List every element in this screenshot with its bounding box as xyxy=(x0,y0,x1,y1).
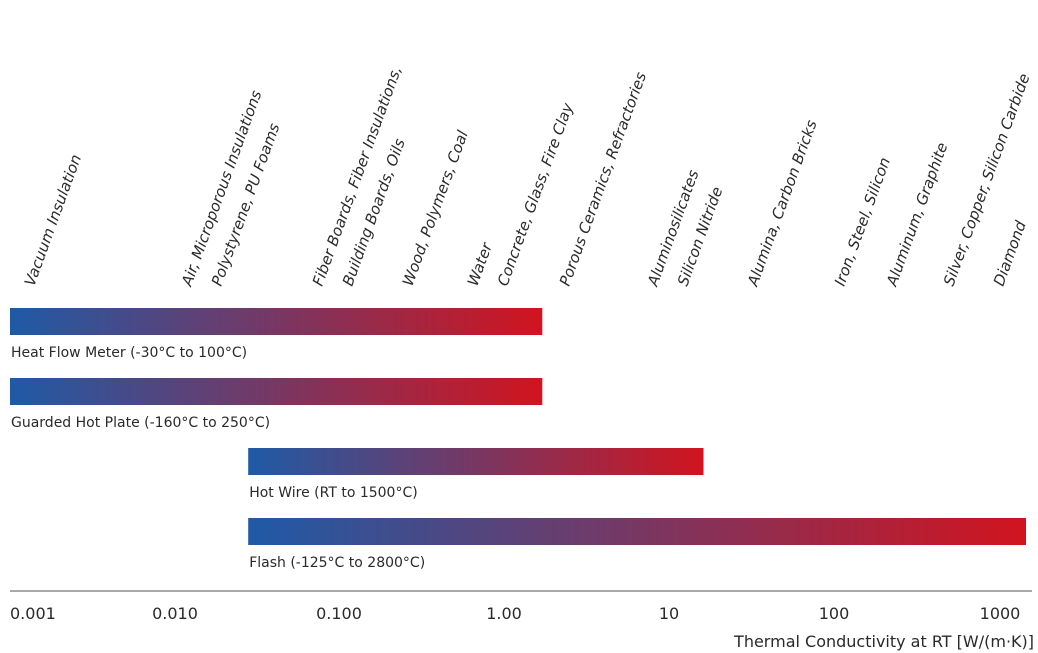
tick-label: 0.100 xyxy=(316,604,362,623)
material-label: Diamond xyxy=(990,218,1030,288)
range-bar xyxy=(10,308,543,335)
x-axis: 0.001 0.010 0.100 1.00 10 100 1000 xyxy=(10,590,1032,623)
x-axis-title: Thermal Conductivity at RT [W/(m·K)] xyxy=(733,632,1034,651)
material-label: Porous Ceramics, Refractories xyxy=(556,70,650,289)
tick-label: 100 xyxy=(819,604,850,623)
material-label: Alumina, Carbon Bricks xyxy=(744,117,821,289)
tick-label: 1000 xyxy=(980,604,1021,623)
tick-label: 0.010 xyxy=(152,604,198,623)
tick-label: 1.00 xyxy=(486,604,522,623)
material-label: Vacuum Insulation xyxy=(21,152,85,288)
range-label: Hot Wire (RT to 1500°C) xyxy=(249,485,418,501)
range-label: Flash (-125°C to 2800°C) xyxy=(249,555,425,571)
range-bar xyxy=(248,518,1026,545)
tick-label: 10 xyxy=(659,604,679,623)
material-labels: Vacuum Insulation Air, Microporous Insula… xyxy=(21,64,1034,290)
range-bar xyxy=(248,448,704,475)
material-label: Water xyxy=(464,240,496,289)
range-label: Heat Flow Meter (-30°C to 100°C) xyxy=(11,345,247,361)
material-label: Iron, Steel, Silicon xyxy=(831,155,894,288)
tick-label: 0.001 xyxy=(10,604,56,623)
material-label: Wood, Polymers, Coal xyxy=(399,127,472,288)
range-label: Guarded Hot Plate (-160°C to 250°C) xyxy=(11,415,270,431)
material-label: Silver, Copper, Silicon Carbide xyxy=(940,71,1034,288)
measurement-ranges: Heat Flow Meter (-30°C to 100°C) Guarded … xyxy=(10,308,1026,571)
range-bar xyxy=(10,378,543,405)
